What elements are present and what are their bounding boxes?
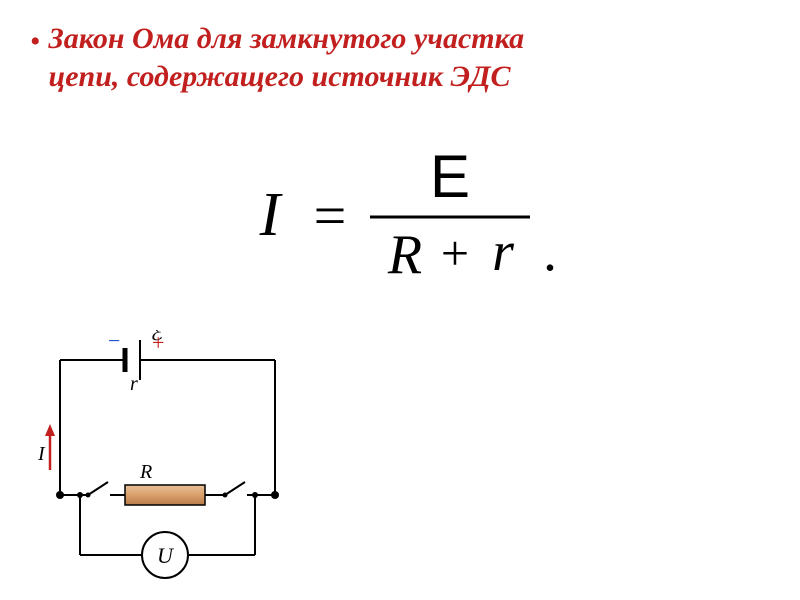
switch-left <box>88 482 108 495</box>
label-r-internal: r <box>130 373 138 395</box>
switch-right <box>225 482 245 495</box>
circuit-svg: U I R ℰ − + r <box>30 330 300 580</box>
current-arrow-head <box>45 424 55 436</box>
circuit-diagram: U I R ℰ − + r <box>30 330 300 580</box>
bullet: • <box>30 24 41 60</box>
label-I: I <box>37 443 46 465</box>
formula-denom-r: r <box>492 221 514 283</box>
formula-eq: = <box>314 183 347 248</box>
label-plus: + <box>152 330 164 355</box>
node-u-l <box>77 492 83 498</box>
formula-svg: I = Е R + r . <box>220 135 580 295</box>
formula-numerator: Е <box>430 143 470 210</box>
title-block: • Закон Ома для замкнутого участка цепи,… <box>30 20 770 95</box>
formula-denom-R: R <box>387 224 422 286</box>
title-line-2: цепи, содержащего источник ЭДС <box>49 60 511 93</box>
title-line-1: Закон Ома для замкнутого участка <box>49 22 525 55</box>
formula-lhs: I <box>259 181 284 249</box>
title-text: Закон Ома для замкнутого участка цепи, с… <box>49 20 525 95</box>
node-u-r <box>252 492 258 498</box>
formula-denom-plus: + <box>441 225 469 281</box>
formula-period: . <box>543 221 557 283</box>
switch-pivot-l <box>86 493 91 498</box>
node-right <box>271 491 279 499</box>
voltmeter-label: U <box>157 543 175 568</box>
switch-pivot-r <box>223 493 228 498</box>
label-R: R <box>139 461 152 483</box>
label-minus: − <box>108 330 120 353</box>
formula: I = Е R + r . <box>220 135 580 300</box>
resistor-R <box>125 485 205 505</box>
